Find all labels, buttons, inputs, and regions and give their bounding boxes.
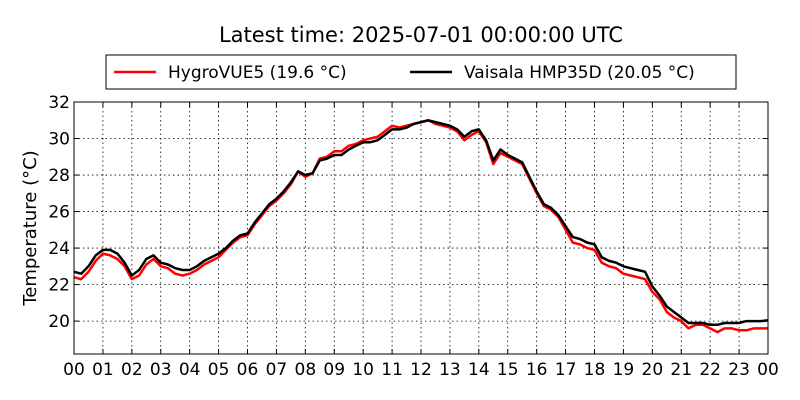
- x-tick-label: 14: [468, 360, 490, 380]
- x-tick-label: 22: [699, 360, 721, 380]
- y-tick-label: 22: [48, 276, 70, 296]
- x-tick-label: 20: [642, 360, 664, 380]
- x-axis: 00 01 02 03 04 05 06 07 08 09 10 11 12 13 14 15 16 17 18 19…: [63, 102, 779, 380]
- series-lines: [73, 119, 769, 334]
- y-axis: 20 22 24 26 28 30 32: [48, 93, 768, 332]
- x-tick-label: 00: [63, 360, 85, 380]
- x-tick-label: 02: [121, 360, 143, 380]
- x-tick-label: 23: [728, 360, 750, 380]
- y-axis-label: Temperature (°C): [20, 150, 41, 306]
- x-tick-label: 08: [295, 360, 317, 380]
- x-tick-label: 10: [352, 360, 374, 380]
- x-tick-label: 12: [410, 360, 432, 380]
- chart-title: Latest time: 2025-07-01 00:00:00 UTC: [219, 23, 623, 47]
- y-tick-label: 32: [48, 93, 70, 113]
- x-tick-label: 16: [526, 360, 548, 380]
- x-tick-label: 15: [497, 360, 519, 380]
- x-tick-label: 03: [150, 360, 172, 380]
- y-tick-label: 20: [48, 312, 70, 332]
- x-tick-label: 21: [670, 360, 692, 380]
- legend-label-hygrovue5: HygroVUE5 (19.6 °C): [168, 63, 347, 83]
- x-tick-label: 19: [613, 360, 635, 380]
- legend-label-vaisala: Vaisala HMP35D (20.05 °C): [464, 63, 695, 83]
- x-tick-label: 00: [757, 360, 779, 380]
- plot-frame: [73, 101, 769, 355]
- x-tick-label: 11: [381, 360, 403, 380]
- x-tick-label: 07: [266, 360, 288, 380]
- x-tick-label: 04: [179, 360, 201, 380]
- y-tick-label: 28: [48, 166, 70, 186]
- series-line-vaisala: [73, 119, 769, 327]
- grid-lines: [74, 102, 768, 354]
- x-tick-label: 09: [323, 360, 345, 380]
- x-tick-label: 13: [439, 360, 461, 380]
- x-tick-label: 05: [208, 360, 230, 380]
- y-tick-label: 30: [48, 130, 70, 150]
- x-tick-label: 01: [92, 360, 114, 380]
- x-tick-label: 17: [555, 360, 577, 380]
- legend: HygroVUE5 (19.6 °C) Vaisala HMP35D (20.0…: [105, 54, 737, 90]
- x-tick-label: 06: [237, 360, 259, 380]
- y-tick-label: 24: [48, 239, 70, 259]
- x-tick-label: 18: [584, 360, 606, 380]
- y-tick-label: 26: [48, 203, 70, 223]
